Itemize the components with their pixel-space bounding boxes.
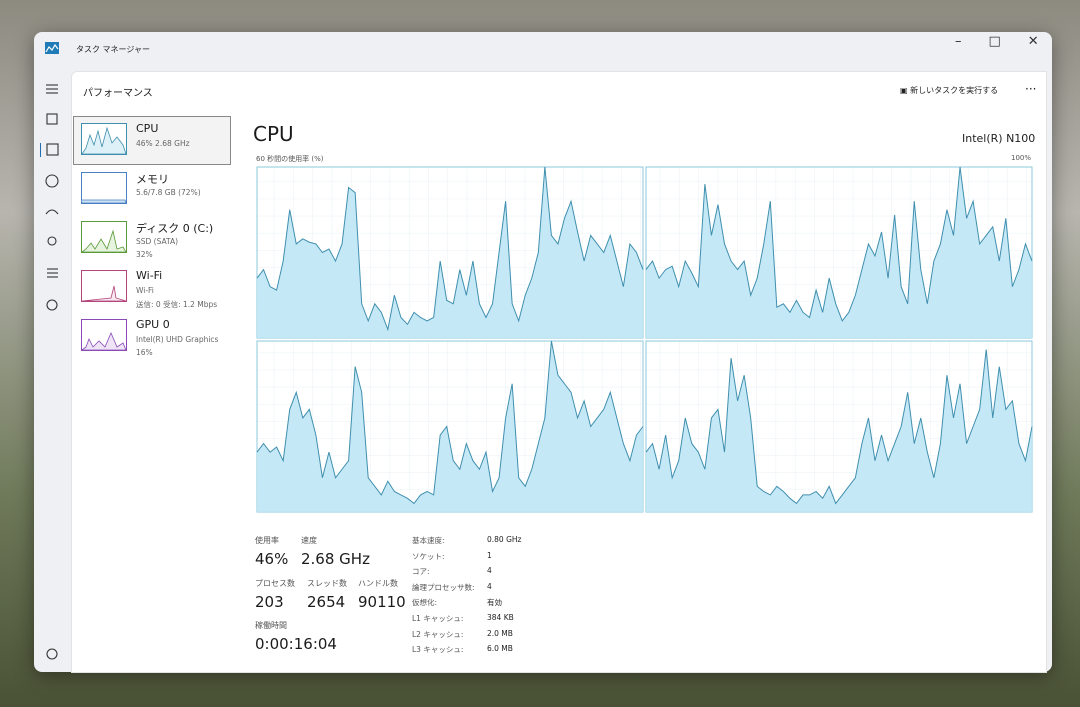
detail-value: 384 KB xyxy=(487,613,514,622)
core-area xyxy=(257,167,643,338)
detail-value: 4 xyxy=(487,581,492,591)
sidebar-name: メモリ xyxy=(136,173,169,186)
detail-value: 1 xyxy=(487,550,492,560)
core-line xyxy=(645,349,1033,505)
sidebar-name: GPU 0 xyxy=(136,318,170,331)
main-title: CPU xyxy=(253,122,294,146)
sidebar-detail: 送信: 0 受信: 1.2 Mbps xyxy=(136,300,218,309)
stat-value: 203 xyxy=(255,593,284,611)
detail-label: 論理プロセッサ数: xyxy=(412,582,475,592)
detail-label: 仮想化: xyxy=(412,598,438,608)
detail-label: L3 キャッシュ: xyxy=(412,645,464,655)
nav-users[interactable] xyxy=(47,236,57,246)
core-line xyxy=(256,340,644,505)
stat-value: 46% xyxy=(255,550,289,568)
stat-label: 稼働時間 xyxy=(255,621,287,630)
stat-value: 2654 xyxy=(307,593,346,611)
detail-label: 基本速度: xyxy=(412,536,445,545)
detail-label: コア: xyxy=(412,567,430,577)
detail-label: L1 キャッシュ: xyxy=(412,614,464,623)
stat-value: 2.68 GHz xyxy=(301,550,370,568)
cpu-graphs xyxy=(256,166,1033,513)
sidebar-name: ディスク 0 (C:) xyxy=(136,222,214,235)
nav-processes[interactable] xyxy=(46,113,58,125)
nav-startup[interactable] xyxy=(45,209,59,215)
graph-max: 100% xyxy=(1011,154,1032,162)
sidebar-detail: 5.6/7.8 GB (72%) xyxy=(136,188,201,197)
sidebar-detail: 16% xyxy=(136,348,153,357)
sidebar-thumbnail xyxy=(81,319,127,351)
sidebar-name: Wi-Fi xyxy=(136,269,163,282)
sidebar-name: CPU xyxy=(136,122,159,135)
detail-value: 4 xyxy=(487,566,492,576)
graph-label: 60 秒間の使用率 (%) xyxy=(256,155,324,163)
stat-label: プロセス数 xyxy=(255,579,295,588)
stat-value: 0:00:16:04 xyxy=(255,635,337,653)
detail-value: 6.0 MB xyxy=(487,644,513,654)
sidebar-thumbnail xyxy=(81,123,127,155)
sidebar-detail: Intel(R) UHD Graphics xyxy=(136,335,219,344)
sidebar-thumbnail xyxy=(81,270,127,302)
detail-value: 2.0 MB xyxy=(487,628,513,638)
nav-details[interactable] xyxy=(47,268,58,278)
window-title: タスク マネージャー xyxy=(76,45,150,54)
sidebar-detail: 46% 2.68 GHz xyxy=(136,139,190,148)
sidebar-detail: SSD (SATA) xyxy=(136,237,179,246)
sidebar-detail: Wi-Fi xyxy=(136,286,154,295)
sidebar-thumbnail xyxy=(81,172,127,204)
nav-services[interactable] xyxy=(46,299,58,311)
core-line xyxy=(645,166,1033,322)
detail-label: ソケット: xyxy=(412,551,445,561)
stat-label: スレッド数 xyxy=(307,579,347,588)
nav-history[interactable] xyxy=(45,174,59,188)
detail-value: 有効 xyxy=(487,598,502,608)
nav-settings[interactable] xyxy=(46,648,58,660)
detail-label: L2 キャッシュ: xyxy=(412,629,464,639)
run-task-label: 新しいタスクを実行する xyxy=(910,86,999,95)
detail-value: 0.80 GHz xyxy=(487,535,522,544)
cpu-model: Intel(R) N100 xyxy=(962,132,1036,145)
core-line xyxy=(256,166,644,332)
app-icon xyxy=(45,42,59,54)
run-task-button[interactable]: ▣ 新しいタスクを実行する xyxy=(900,86,999,95)
core-area xyxy=(257,341,643,512)
window-controls[interactable]: –□✕ xyxy=(955,34,1066,49)
stat-label: 速度 xyxy=(301,536,317,545)
sidebar-thumbnail xyxy=(81,221,127,253)
page-title: パフォーマンス xyxy=(83,88,153,99)
nav-menu[interactable] xyxy=(46,84,58,94)
nav-performance[interactable] xyxy=(46,143,59,156)
stat-value: 90110 xyxy=(358,593,406,611)
stat-label: 使用率 xyxy=(255,536,279,545)
nav-rail xyxy=(40,84,59,660)
core-area xyxy=(646,167,1032,338)
sidebar-detail: 32% xyxy=(136,250,153,259)
stat-label: ハンドル数 xyxy=(358,579,398,588)
more-button[interactable]: ··· xyxy=(1025,82,1037,96)
